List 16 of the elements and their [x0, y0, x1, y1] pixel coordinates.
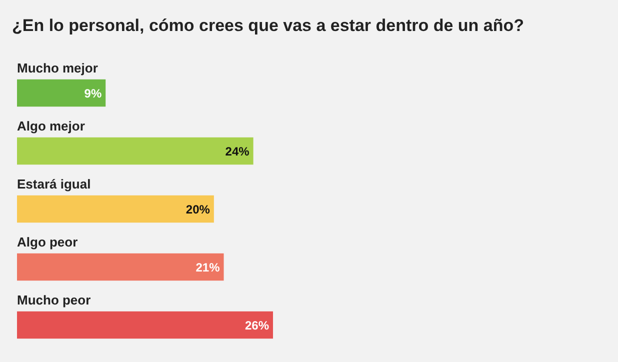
data-label: 26% — [244, 318, 270, 332]
chart-title: ¿En lo personal, cómo crees que vas a estar dentro de un año? — [12, 16, 524, 36]
y-tick-label: Mucho peor — [17, 292, 91, 308]
data-label: 20% — [186, 202, 210, 216]
y-tick-label: Algo mejor — [17, 118, 85, 134]
data-label: 24% — [225, 144, 250, 158]
y-tick-label: Estará igual — [17, 176, 91, 192]
bar — [17, 311, 273, 339]
bar — [17, 195, 214, 223]
bar — [17, 253, 224, 281]
y-tick-label: Mucho mejor — [17, 60, 98, 76]
bar — [17, 137, 254, 165]
data-label: 9% — [84, 86, 102, 100]
bar — [17, 79, 106, 107]
data-label: 21% — [196, 260, 220, 274]
y-tick-label: Algo peor — [17, 234, 78, 250]
